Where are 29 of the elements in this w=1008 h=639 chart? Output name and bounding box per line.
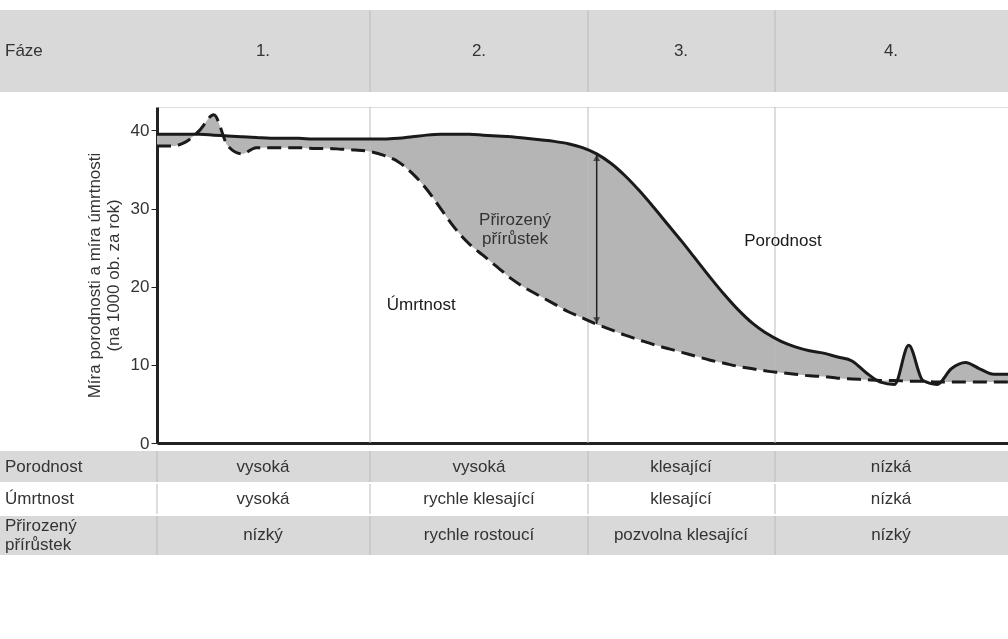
text: nízký: [871, 525, 912, 544]
text: rychle klesající: [423, 489, 536, 508]
y-tick-label: 10: [130, 355, 150, 375]
text: klesající: [650, 489, 712, 508]
y-axis-title: Míra porodnosti a míra úmrtnosti (na 1000 ob. za rok): [84, 152, 123, 399]
text: nízký: [243, 525, 284, 544]
text: vysoká: [236, 457, 290, 476]
y-tick-label: 20: [130, 277, 150, 297]
text: 1.: [255, 41, 271, 60]
text: Fáze: [5, 41, 43, 60]
text: 2.: [471, 41, 487, 60]
y-tick-label: 0: [140, 433, 150, 453]
text: vysoká: [452, 457, 506, 476]
text: klesající: [650, 457, 712, 476]
text: nízká: [870, 457, 912, 476]
text: Porodnost: [744, 231, 822, 251]
text: 3.: [673, 41, 689, 60]
annotation: Přirozený přírůstek: [479, 210, 552, 248]
y-tick-label: 40: [130, 120, 150, 140]
text: rychle rostoucí: [423, 525, 535, 544]
y-tick-label: 30: [130, 199, 150, 219]
text: Porodnost: [5, 457, 83, 476]
text: Přirozený přírůstek: [5, 515, 78, 554]
text: 4.: [883, 41, 899, 60]
text: nízká: [870, 489, 912, 508]
text: pozvolna klesající: [613, 525, 749, 544]
text: vysoká: [236, 489, 290, 508]
text: Úmrtnost: [5, 489, 75, 508]
text: Úmrtnost: [386, 295, 456, 315]
